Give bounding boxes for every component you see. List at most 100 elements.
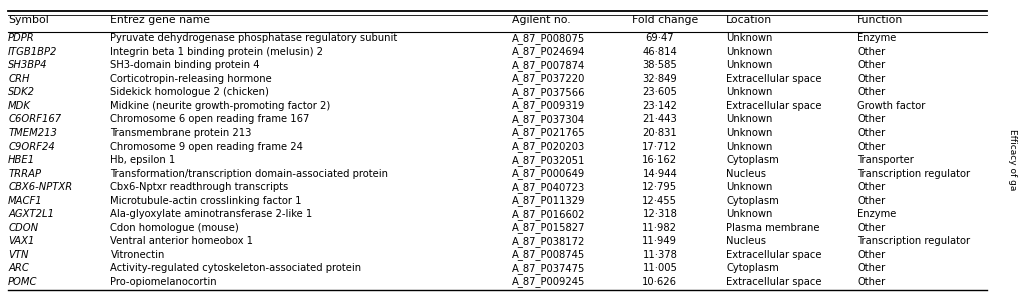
Text: Corticotropin-releasing hormone: Corticotropin-releasing hormone bbox=[110, 74, 272, 84]
Text: A_87_P015827: A_87_P015827 bbox=[512, 222, 585, 233]
Text: A_87_P009245: A_87_P009245 bbox=[512, 276, 585, 287]
Text: Cytoplasm: Cytoplasm bbox=[726, 155, 780, 165]
Text: Cytoplasm: Cytoplasm bbox=[726, 263, 780, 273]
Text: A_87_P024694: A_87_P024694 bbox=[512, 46, 585, 57]
Text: 20·831: 20·831 bbox=[642, 128, 677, 138]
Text: Other: Other bbox=[857, 223, 886, 233]
Text: ITGB1BP2: ITGB1BP2 bbox=[8, 47, 57, 57]
Text: Other: Other bbox=[857, 142, 886, 152]
Text: Symbol: Symbol bbox=[8, 15, 49, 25]
Text: A_87_P008075: A_87_P008075 bbox=[512, 33, 585, 44]
Text: Nucleus: Nucleus bbox=[726, 169, 766, 178]
Text: Transformation/transcription domain-associated protein: Transformation/transcription domain-asso… bbox=[110, 169, 389, 178]
Text: A_87_P038172: A_87_P038172 bbox=[512, 236, 585, 247]
Text: Other: Other bbox=[857, 60, 886, 70]
Text: 10·626: 10·626 bbox=[642, 277, 677, 287]
Text: Activity-regulated cytoskeleton-associated protein: Activity-regulated cytoskeleton-associat… bbox=[110, 263, 361, 273]
Text: Other: Other bbox=[857, 277, 886, 287]
Text: Hb, epsilon 1: Hb, epsilon 1 bbox=[110, 155, 176, 165]
Text: Transcription regulator: Transcription regulator bbox=[857, 236, 971, 246]
Text: Unknown: Unknown bbox=[726, 142, 772, 152]
Text: 11·982: 11·982 bbox=[642, 223, 677, 233]
Text: A_87_P007874: A_87_P007874 bbox=[512, 60, 585, 71]
Text: 14·944: 14·944 bbox=[642, 169, 677, 178]
Text: Extracellular space: Extracellular space bbox=[726, 74, 821, 84]
Text: VAX1: VAX1 bbox=[8, 236, 35, 246]
Text: 46·814: 46·814 bbox=[642, 47, 677, 57]
Text: 16·162: 16·162 bbox=[642, 155, 677, 165]
Text: Nucleus: Nucleus bbox=[726, 236, 766, 246]
Text: Other: Other bbox=[857, 47, 886, 57]
Text: A_87_P011329: A_87_P011329 bbox=[512, 195, 585, 206]
Text: A_87_P016602: A_87_P016602 bbox=[512, 209, 585, 220]
Text: ARC: ARC bbox=[8, 263, 29, 273]
Text: Sidekick homologue 2 (chicken): Sidekick homologue 2 (chicken) bbox=[110, 87, 269, 98]
Text: Growth factor: Growth factor bbox=[857, 101, 926, 111]
Text: 32·849: 32·849 bbox=[642, 74, 677, 84]
Text: Location: Location bbox=[726, 15, 772, 25]
Text: Microtubule-actin crosslinking factor 1: Microtubule-actin crosslinking factor 1 bbox=[110, 196, 302, 206]
Text: Agilent no.: Agilent no. bbox=[512, 15, 570, 25]
Text: Unknown: Unknown bbox=[726, 47, 772, 57]
Text: CBX6-NPTXR: CBX6-NPTXR bbox=[8, 182, 73, 192]
Text: 23·605: 23·605 bbox=[642, 87, 677, 98]
Text: Other: Other bbox=[857, 87, 886, 98]
Text: Pyruvate dehydrogenase phosphatase regulatory subunit: Pyruvate dehydrogenase phosphatase regul… bbox=[110, 33, 398, 43]
Text: Unknown: Unknown bbox=[726, 33, 772, 43]
Text: Other: Other bbox=[857, 182, 886, 192]
Text: Other: Other bbox=[857, 196, 886, 206]
Text: 17·712: 17·712 bbox=[642, 142, 677, 152]
Text: 12·795: 12·795 bbox=[642, 182, 677, 192]
Text: Other: Other bbox=[857, 128, 886, 138]
Text: A_87_P009319: A_87_P009319 bbox=[512, 100, 585, 111]
Text: TRRAP: TRRAP bbox=[8, 169, 41, 178]
Text: PDPR: PDPR bbox=[8, 33, 35, 43]
Text: Chromosome 6 open reading frame 167: Chromosome 6 open reading frame 167 bbox=[110, 115, 310, 124]
Text: A_87_P032051: A_87_P032051 bbox=[512, 154, 585, 166]
Text: POMC: POMC bbox=[8, 277, 38, 287]
Text: Plasma membrane: Plasma membrane bbox=[726, 223, 819, 233]
Text: 12·455: 12·455 bbox=[642, 196, 677, 206]
Text: AGXT2L1: AGXT2L1 bbox=[8, 209, 54, 219]
Text: Pro-opiomelanocortin: Pro-opiomelanocortin bbox=[110, 277, 217, 287]
Text: CRH: CRH bbox=[8, 74, 30, 84]
Text: Midkine (neurite growth-promoting factor 2): Midkine (neurite growth-promoting factor… bbox=[110, 101, 330, 111]
Text: Unknown: Unknown bbox=[726, 128, 772, 138]
Text: SH3-domain binding protein 4: SH3-domain binding protein 4 bbox=[110, 60, 260, 70]
Text: A_87_P021765: A_87_P021765 bbox=[512, 128, 585, 138]
Text: Cytoplasm: Cytoplasm bbox=[726, 196, 780, 206]
Text: Other: Other bbox=[857, 263, 886, 273]
Text: A_87_P037475: A_87_P037475 bbox=[512, 263, 585, 274]
Text: Transcription regulator: Transcription regulator bbox=[857, 169, 971, 178]
Text: CDON: CDON bbox=[8, 223, 38, 233]
Text: Unknown: Unknown bbox=[726, 182, 772, 192]
Text: A_87_P037566: A_87_P037566 bbox=[512, 87, 585, 98]
Text: Unknown: Unknown bbox=[726, 209, 772, 219]
Text: Function: Function bbox=[857, 15, 903, 25]
Text: MACF1: MACF1 bbox=[8, 196, 43, 206]
Text: Other: Other bbox=[857, 74, 886, 84]
Text: A_87_P040723: A_87_P040723 bbox=[512, 182, 585, 193]
Text: Other: Other bbox=[857, 250, 886, 260]
Text: A_87_P037304: A_87_P037304 bbox=[512, 114, 584, 125]
Text: 21·443: 21·443 bbox=[642, 115, 677, 124]
Text: Other: Other bbox=[857, 115, 886, 124]
Text: 11·949: 11·949 bbox=[642, 236, 677, 246]
Text: C9ORF24: C9ORF24 bbox=[8, 142, 55, 152]
Text: A_87_P000649: A_87_P000649 bbox=[512, 168, 585, 179]
Text: Enzyme: Enzyme bbox=[857, 209, 896, 219]
Text: Transporter: Transporter bbox=[857, 155, 915, 165]
Text: 38·585: 38·585 bbox=[642, 60, 677, 70]
Text: Cdon homologue (mouse): Cdon homologue (mouse) bbox=[110, 223, 239, 233]
Text: 11·005: 11·005 bbox=[642, 263, 677, 273]
Text: 23·142: 23·142 bbox=[642, 101, 677, 111]
Text: Unknown: Unknown bbox=[726, 115, 772, 124]
Text: Transmembrane protein 213: Transmembrane protein 213 bbox=[110, 128, 252, 138]
Text: Ventral anterior homeobox 1: Ventral anterior homeobox 1 bbox=[110, 236, 254, 246]
Text: MDK: MDK bbox=[8, 101, 31, 111]
Text: VTN: VTN bbox=[8, 250, 29, 260]
Text: Entrez gene name: Entrez gene name bbox=[110, 15, 211, 25]
Text: Extracellular space: Extracellular space bbox=[726, 250, 821, 260]
Text: Extracellular space: Extracellular space bbox=[726, 277, 821, 287]
Text: TMEM213: TMEM213 bbox=[8, 128, 57, 138]
